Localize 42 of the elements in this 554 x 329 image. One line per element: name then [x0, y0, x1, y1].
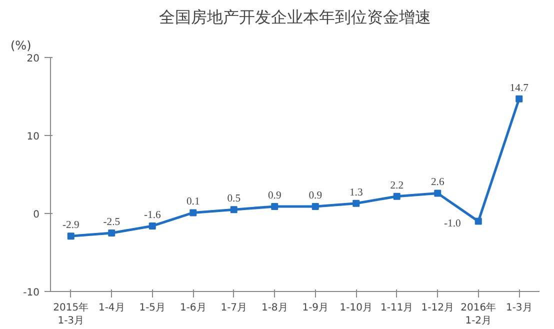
x-tick-label: 2016年 1-2月 — [460, 302, 496, 327]
data-label: -2.9 — [62, 220, 80, 232]
data-label: -2.5 — [103, 217, 120, 228]
data-label: -1.6 — [144, 210, 162, 221]
x-tick-label: 1-4月 — [98, 302, 125, 314]
point — [67, 232, 74, 240]
x-tick-label: 1-6月 — [180, 302, 206, 314]
point — [516, 95, 523, 102]
point — [271, 202, 278, 210]
x-tick-label: 1-7月 — [220, 302, 248, 314]
data-label: 0.1 — [186, 196, 200, 208]
data-label: 1.3 — [349, 187, 363, 198]
point — [474, 218, 482, 225]
data-label: 0.5 — [227, 194, 241, 205]
point — [148, 222, 156, 230]
y-tick-label: 0 — [33, 210, 40, 220]
chart-title: 全国房地产开发企业本年到位资金增速 — [159, 8, 431, 26]
x-tick-label: 1-10月 — [340, 302, 372, 314]
y-tick-label: 10 — [26, 132, 40, 142]
point — [312, 202, 319, 210]
data-label: 14.7 — [510, 82, 530, 94]
y-tick-label: -10 — [23, 288, 40, 298]
point — [108, 230, 116, 236]
data-label: -1.0 — [444, 218, 461, 230]
y-tick-label: 20 — [26, 54, 40, 64]
data-label: 0.9 — [268, 190, 282, 202]
x-tick-label: 1-8月 — [261, 302, 288, 314]
point — [190, 209, 197, 216]
data-label: 2.6 — [430, 177, 445, 188]
x-tick-label: 2015年 1-3月 — [53, 302, 89, 327]
y-axis-title: (%) — [10, 38, 32, 52]
point — [352, 200, 360, 207]
point — [434, 190, 442, 197]
point — [393, 192, 400, 200]
data-label: 0.9 — [308, 190, 322, 202]
x-tick-label: 1-5月 — [139, 302, 166, 314]
x-tick-label: 1-11月 — [380, 302, 414, 314]
data-label: 2.2 — [390, 180, 404, 192]
x-tick-label: 1-9月 — [302, 302, 329, 314]
x-tick-label: 1-12月 — [421, 302, 454, 314]
point — [230, 206, 238, 214]
x-tick-label: 1-3月 — [506, 302, 532, 314]
